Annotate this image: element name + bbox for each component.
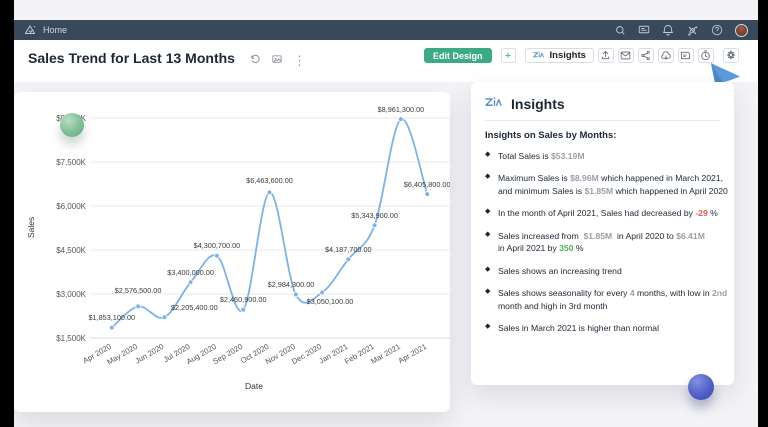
svg-text:$3,400,000.00: $3,400,000.00 <box>167 268 214 277</box>
svg-text:$6,000K: $6,000K <box>56 202 86 211</box>
svg-text:$1,853,100.00: $1,853,100.00 <box>88 313 135 322</box>
svg-text:$2,576,500.00: $2,576,500.00 <box>115 286 162 295</box>
svg-text:$8,961,300.00: $8,961,300.00 <box>378 105 425 114</box>
svg-text:Date: Date <box>245 381 263 391</box>
svg-text:$4,300,700.00: $4,300,700.00 <box>194 241 241 250</box>
svg-text:$3,000K: $3,000K <box>56 290 86 299</box>
svg-text:$6,405,800.00: $6,405,800.00 <box>404 180 450 189</box>
svg-text:Sales: Sales <box>26 217 36 238</box>
svg-text:Dec 2020: Dec 2020 <box>290 342 323 366</box>
svg-text:$3,050,100.00: $3,050,100.00 <box>307 297 354 306</box>
svg-text:$2,205,400.00: $2,205,400.00 <box>171 303 218 312</box>
svg-text:$1,500K: $1,500K <box>56 334 86 343</box>
svg-text:$4,500K: $4,500K <box>56 246 86 255</box>
svg-text:$7,500K: $7,500K <box>56 158 86 167</box>
svg-text:Apr 2021: Apr 2021 <box>397 342 429 365</box>
svg-text:Sep 2020: Sep 2020 <box>211 342 244 366</box>
svg-text:$6,463,600.00: $6,463,600.00 <box>246 176 293 185</box>
svg-text:$2,460,900.00: $2,460,900.00 <box>220 295 267 304</box>
svg-text:$4,187,700.00: $4,187,700.00 <box>325 245 372 254</box>
svg-text:Jun 2020: Jun 2020 <box>133 342 165 366</box>
svg-text:Mar 2021: Mar 2021 <box>369 342 402 366</box>
svg-text:$2,984,300.00: $2,984,300.00 <box>268 280 315 289</box>
svg-text:$5,343,900.00: $5,343,900.00 <box>351 211 398 220</box>
